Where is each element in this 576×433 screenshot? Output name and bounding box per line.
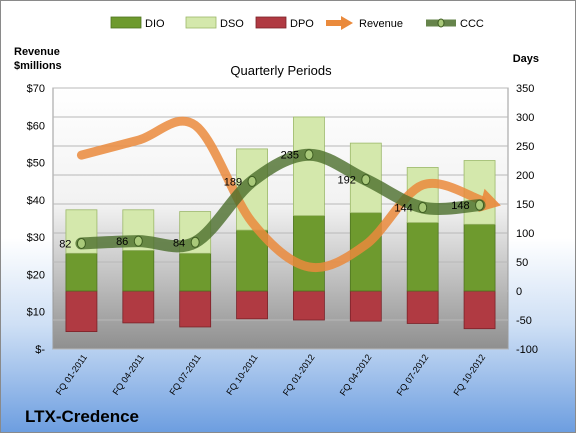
left-tick-label: $30 [27, 232, 45, 244]
left-tick-label: $40 [27, 195, 45, 207]
ccc-marker [418, 201, 428, 213]
legend-swatch-dio [110, 16, 142, 29]
dpo-bar [236, 290, 268, 320]
dpo-bar [293, 290, 325, 321]
legend: DIO DSO DPO Revenue CCC [110, 16, 484, 30]
ccc-data-label: 86 [116, 236, 128, 248]
legend-arrow-revenue [341, 16, 353, 30]
dpo-bar [406, 290, 439, 324]
legend-label-dpo: DPO [290, 18, 314, 30]
right-tick-label: 0 [516, 286, 522, 298]
legend-label-dio: DIO [145, 18, 165, 30]
ccc-data-label: 84 [173, 237, 185, 249]
dio-bar [406, 222, 439, 292]
category-label: FQ 07-2011 [167, 352, 202, 397]
left-tick-label: $10 [27, 307, 45, 319]
chart-title: Quarterly Periods [230, 63, 332, 78]
right-tick-label: 100 [516, 228, 534, 240]
right-tick-label: 300 [516, 112, 534, 124]
right-tick-label: 200 [516, 170, 534, 182]
left-axis-label: Revenue $millions [14, 45, 62, 73]
ccc-data-label: 82 [59, 238, 71, 250]
right-axis-label: Days [512, 53, 539, 65]
right-tick-label: -50 [516, 315, 532, 327]
category-label: FQ 10-2011 [224, 352, 259, 397]
ccc-marker [361, 174, 371, 186]
dpo-bar [463, 290, 496, 330]
legend-label-dso: DSO [220, 18, 244, 30]
category-label: FQ 04-2011 [111, 352, 146, 397]
left-axis-label-line1: Revenue [14, 46, 60, 58]
ccc-marker [247, 175, 257, 187]
ccc-data-label: 235 [281, 150, 299, 162]
revenue-line [76, 116, 486, 273]
legend-label-ccc: CCC [460, 18, 484, 30]
legend-swatch-dso [185, 16, 217, 29]
ccc-marker [304, 149, 314, 161]
right-tick-label: 250 [516, 141, 534, 153]
dio-bar [463, 223, 496, 292]
company-name: LTX-Credence [25, 407, 139, 426]
right-tick-label: -100 [516, 344, 538, 356]
ccc-marker [475, 199, 485, 211]
left-tick-label: $50 [27, 158, 45, 170]
ccc-marker [190, 236, 200, 248]
plot-area [52, 87, 509, 350]
dpo-bar [65, 290, 98, 332]
dpo-bar [179, 290, 212, 328]
right-tick-label: 350 [516, 83, 534, 95]
ccc-data-label: 189 [224, 176, 242, 188]
right-tick-label: 150 [516, 199, 534, 211]
ccc-data-label: 144 [394, 202, 412, 214]
ccc-marker [133, 235, 143, 247]
ccc-line [75, 148, 486, 253]
left-tick-label: $70 [27, 83, 45, 95]
legend-swatch-dpo [255, 16, 287, 29]
dio-bar [179, 252, 212, 292]
category-label: FQ 01-2012 [281, 352, 317, 397]
lines: 82 86 84 189 235 192 144 148 [59, 116, 501, 273]
left-tick-label: $- [35, 344, 45, 356]
ccc-marker [76, 237, 86, 249]
left-axis-label-line2: $millions [14, 60, 62, 72]
legend-label-revenue: Revenue [359, 18, 403, 30]
ccc-data-label: 192 [337, 175, 355, 187]
dpo-bar [349, 290, 382, 322]
right-tick-label: 50 [516, 257, 528, 269]
category-label: FQ 01-2011 [54, 352, 89, 397]
left-tick-label: $60 [27, 120, 45, 132]
category-label: FQ 10-2012 [451, 352, 487, 397]
dpo-bar [122, 290, 155, 324]
dio-bar [65, 252, 98, 292]
dio-bar [122, 249, 155, 292]
ccc-data-label: 148 [451, 200, 469, 212]
dio-bar [293, 215, 325, 292]
dso-bar [293, 116, 325, 216]
category-label: FQ 07-2012 [395, 352, 431, 397]
category-label: FQ 04-2012 [338, 352, 374, 397]
legend-marker-ccc [437, 18, 445, 28]
left-tick-label: $20 [27, 269, 45, 281]
